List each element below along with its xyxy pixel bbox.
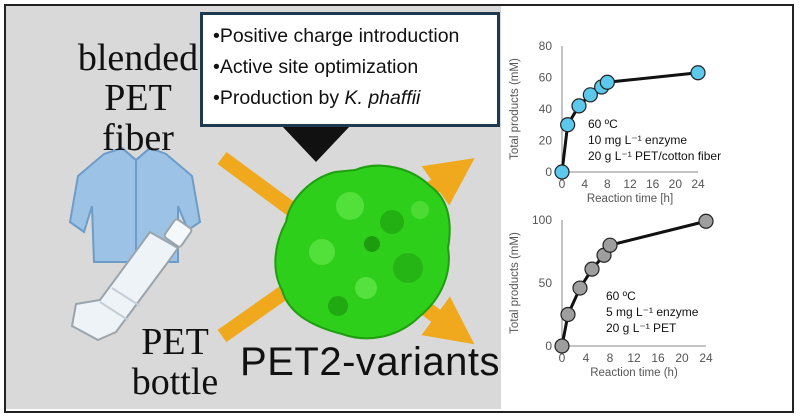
callout-line: •Positive charge introduction bbox=[213, 21, 497, 52]
y-tick-label: 100 bbox=[532, 213, 552, 227]
data-point bbox=[560, 306, 576, 323]
x-tick-label: 0 bbox=[559, 177, 566, 191]
x-tick-label: 12 bbox=[627, 351, 641, 365]
data-point bbox=[602, 237, 618, 253]
bottle-icon bbox=[70, 218, 193, 342]
callout-pointer bbox=[282, 126, 350, 162]
chart-annotation: 10 mg L⁻¹ enzyme bbox=[588, 133, 687, 147]
data-point bbox=[554, 338, 570, 354]
x-tick-label: 0 bbox=[559, 351, 566, 365]
data-point bbox=[584, 261, 600, 277]
data-point bbox=[698, 213, 714, 229]
x-tick-label: 20 bbox=[675, 351, 689, 365]
y-tick-label: 40 bbox=[539, 102, 553, 116]
callout-text: •Production by bbox=[213, 87, 345, 109]
label-line: bottle bbox=[131, 361, 219, 403]
callout-line: •Production by K. phaffii bbox=[213, 83, 497, 114]
label-blended-pet-fiber: blended PET fiber bbox=[58, 38, 218, 158]
data-point bbox=[599, 74, 615, 90]
x-tick-label: 16 bbox=[646, 177, 660, 191]
data-point bbox=[560, 117, 576, 133]
y-axis-label: Total products (mM) bbox=[509, 232, 521, 334]
label-line: blended bbox=[77, 37, 199, 79]
callout-text: •Active site optimization bbox=[213, 56, 419, 78]
x-tick-label: 16 bbox=[651, 351, 665, 365]
data-point bbox=[572, 280, 588, 296]
label-pet-bottle: PET bottle bbox=[120, 322, 230, 402]
protein-surface-icon bbox=[274, 164, 451, 340]
x-tick-label: 4 bbox=[581, 177, 588, 191]
y-tick-label: 80 bbox=[539, 39, 553, 53]
x-tick-label: 24 bbox=[691, 177, 705, 191]
x-axis-label: Reaction time [h] bbox=[587, 193, 673, 205]
label-line: PET bbox=[104, 77, 172, 119]
y-tick-label: 20 bbox=[539, 134, 553, 148]
y-tick-label: 0 bbox=[545, 339, 552, 353]
data-point bbox=[571, 98, 587, 114]
label-line: fiber bbox=[102, 117, 174, 159]
label-line: PET bbox=[141, 321, 209, 363]
y-tick-label: 0 bbox=[545, 165, 552, 179]
x-tick-label: 24 bbox=[699, 351, 713, 365]
callout-text: •Positive charge introduction bbox=[213, 25, 460, 47]
callout-box: •Positive charge introduction •Active si… bbox=[200, 12, 500, 127]
figure-frame bbox=[4, 4, 794, 413]
callout-line: •Active site optimization bbox=[213, 52, 497, 83]
chart-annotation: 5 mg L⁻¹ enzyme bbox=[606, 305, 699, 319]
chart-annotation: 60 ºC bbox=[588, 117, 618, 131]
data-point bbox=[690, 65, 706, 81]
chart-annotation: 60 ºC bbox=[606, 289, 636, 303]
y-tick-label: 50 bbox=[539, 276, 553, 290]
x-tick-label: 20 bbox=[669, 177, 683, 191]
data-point bbox=[554, 164, 570, 180]
chart-annotation: 20 g L⁻¹ PET/cotton fiber bbox=[588, 149, 721, 163]
y-tick-label: 60 bbox=[539, 71, 553, 85]
x-tick-label: 12 bbox=[623, 177, 637, 191]
x-tick-label: 4 bbox=[583, 351, 590, 365]
x-axis-label: Reaction time (h) bbox=[590, 367, 678, 379]
callout-italic-text: K. phaffii bbox=[344, 87, 421, 109]
data-point bbox=[582, 87, 598, 103]
variant-title: PET2-variants bbox=[240, 340, 500, 384]
y-axis-label: Total products (mM) bbox=[509, 58, 521, 160]
chart-annotation: 20 g L⁻¹ PET bbox=[606, 321, 677, 335]
x-tick-label: 8 bbox=[607, 351, 614, 365]
x-tick-label: 8 bbox=[604, 177, 611, 191]
